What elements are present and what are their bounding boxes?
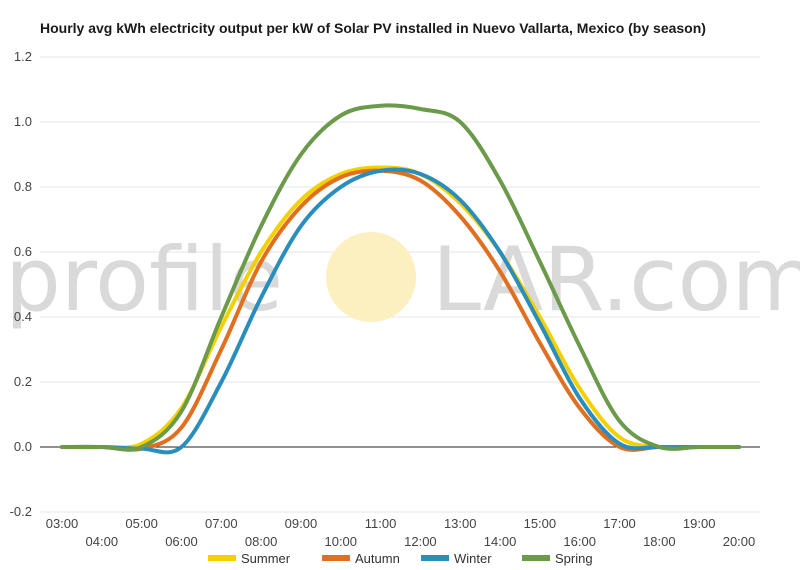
y-axis-ticks: -0.2 0.0 0.2 0.4 0.6 0.8 1.0 1.2 <box>10 49 32 519</box>
x-axis-ticks: 03:00 04:00 05:00 06:00 07:00 08:00 09:00 10:00… <box>46 516 756 549</box>
series-line-winter <box>60 167 741 455</box>
legend-swatch-summer <box>208 555 236 561</box>
legend-swatch-spring <box>522 555 550 561</box>
watermark-text-left: profile <box>5 228 283 331</box>
x-tick-label: 15:00 <box>524 516 557 531</box>
x-tick-label: 06:00 <box>165 534 198 549</box>
y-tick-label: -0.2 <box>10 504 32 519</box>
x-tick-label: 18:00 <box>643 534 676 549</box>
legend-label-summer: Summer <box>241 551 291 566</box>
x-tick-label: 13:00 <box>444 516 477 531</box>
y-tick-label: 1.2 <box>14 49 32 64</box>
x-tick-label: 14:00 <box>484 534 517 549</box>
series-line-spring <box>60 103 741 452</box>
series-lines <box>60 103 741 455</box>
x-tick-label: 19:00 <box>683 516 716 531</box>
series-line-autumn <box>60 168 741 452</box>
x-tick-label: 10:00 <box>324 534 357 549</box>
x-tick-label: 03:00 <box>46 516 79 531</box>
x-tick-label: 17:00 <box>603 516 636 531</box>
legend-label-spring: Spring <box>555 551 593 566</box>
chart-title: Hourly avg kWh electricity output per kW… <box>40 20 706 36</box>
x-tick-label: 09:00 <box>285 516 318 531</box>
y-tick-label: 0.8 <box>14 179 32 194</box>
x-tick-label: 08:00 <box>245 534 278 549</box>
legend-label-autumn: Autumn <box>355 551 400 566</box>
x-tick-label: 04:00 <box>86 534 119 549</box>
x-tick-label: 07:00 <box>205 516 238 531</box>
watermark-sun <box>326 232 416 322</box>
x-tick-label: 12:00 <box>404 534 437 549</box>
y-tick-label: 0.6 <box>14 244 32 259</box>
legend-swatch-winter <box>421 555 449 561</box>
y-tick-label: 1.0 <box>14 114 32 129</box>
watermark-text-right: LAR.com <box>432 228 800 331</box>
legend: Summer Autumn Winter Spring <box>208 551 593 566</box>
legend-label-winter: Winter <box>454 551 492 566</box>
x-tick-label: 05:00 <box>125 516 158 531</box>
x-tick-label: 20:00 <box>723 534 756 549</box>
y-tick-label: 0.4 <box>14 309 32 324</box>
legend-swatch-autumn <box>322 555 350 561</box>
y-tick-label: 0.0 <box>14 439 32 454</box>
x-tick-label: 16:00 <box>563 534 596 549</box>
x-tick-label: 11:00 <box>365 516 397 531</box>
y-tick-label: 0.2 <box>14 374 32 389</box>
watermark: profile LAR.com <box>5 228 800 331</box>
